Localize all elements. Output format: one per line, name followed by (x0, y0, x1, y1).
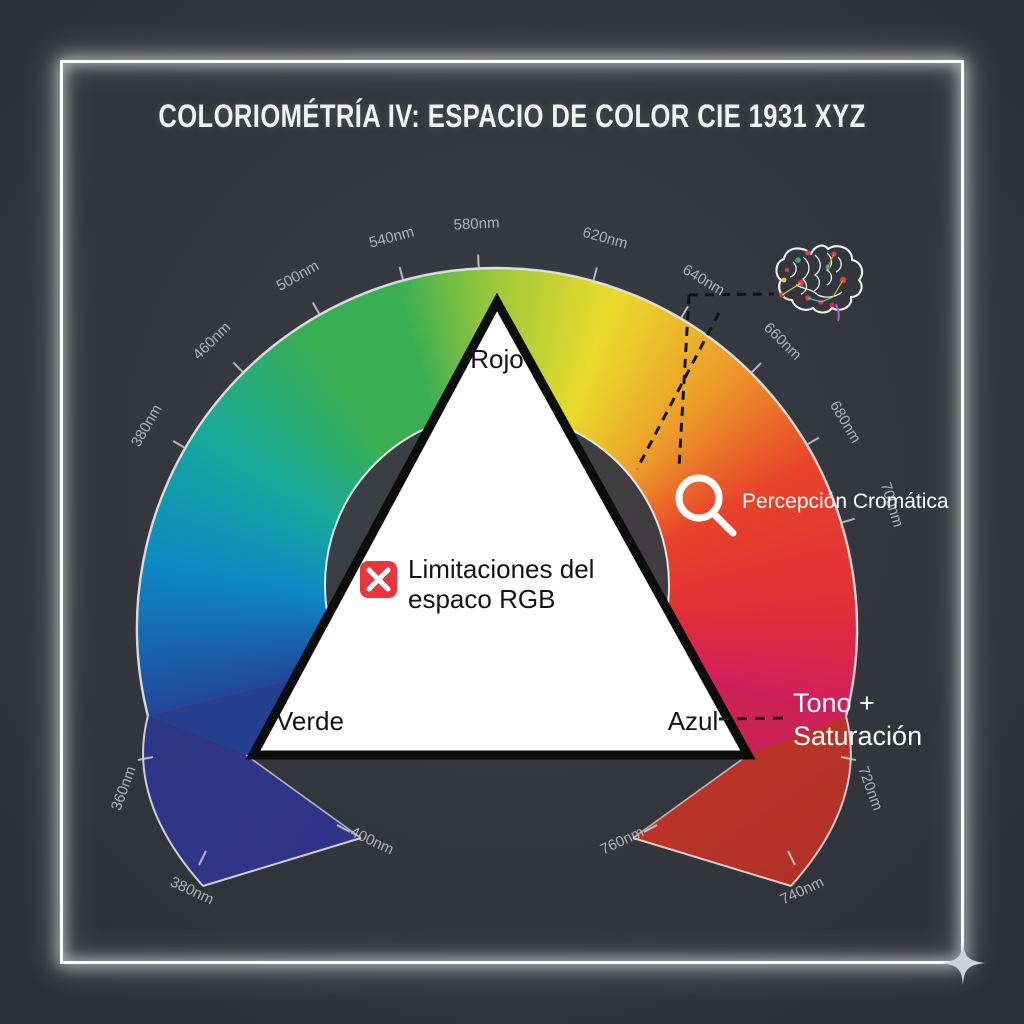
svg-text:540nm: 540nm (367, 223, 416, 251)
svg-text:640nm: 640nm (679, 261, 727, 299)
svg-text:Rojo: Rojo (470, 344, 523, 374)
svg-text:400nm: 400nm (348, 824, 397, 859)
svg-text:500nm: 500nm (274, 257, 322, 294)
svg-text:Azul: Azul (668, 706, 719, 736)
svg-text:580nm: 580nm (453, 214, 500, 233)
svg-text:740nm: 740nm (778, 874, 827, 909)
svg-text:Percepción Cromática: Percepción Cromática (742, 490, 949, 513)
svg-text:760nm: 760nm (598, 824, 647, 859)
svg-text:680nm: 680nm (826, 398, 864, 446)
svg-text:460nm: 460nm (190, 319, 235, 363)
svg-text:360nm: 360nm (108, 764, 140, 813)
svg-text:Tono +: Tono + (793, 688, 875, 718)
svg-text:Verde: Verde (276, 706, 344, 736)
svg-text:720nm: 720nm (854, 764, 886, 813)
svg-text:Limitaciones del: Limitaciones del (408, 554, 594, 584)
svg-text:Saturación: Saturación (793, 721, 922, 751)
svg-text:380nm: 380nm (128, 402, 166, 450)
svg-text:620nm: 620nm (581, 224, 630, 253)
svg-text:660nm: 660nm (760, 319, 804, 363)
svg-text:380nm: 380nm (168, 874, 217, 909)
svg-text:espaco RGB: espaco RGB (408, 584, 555, 614)
